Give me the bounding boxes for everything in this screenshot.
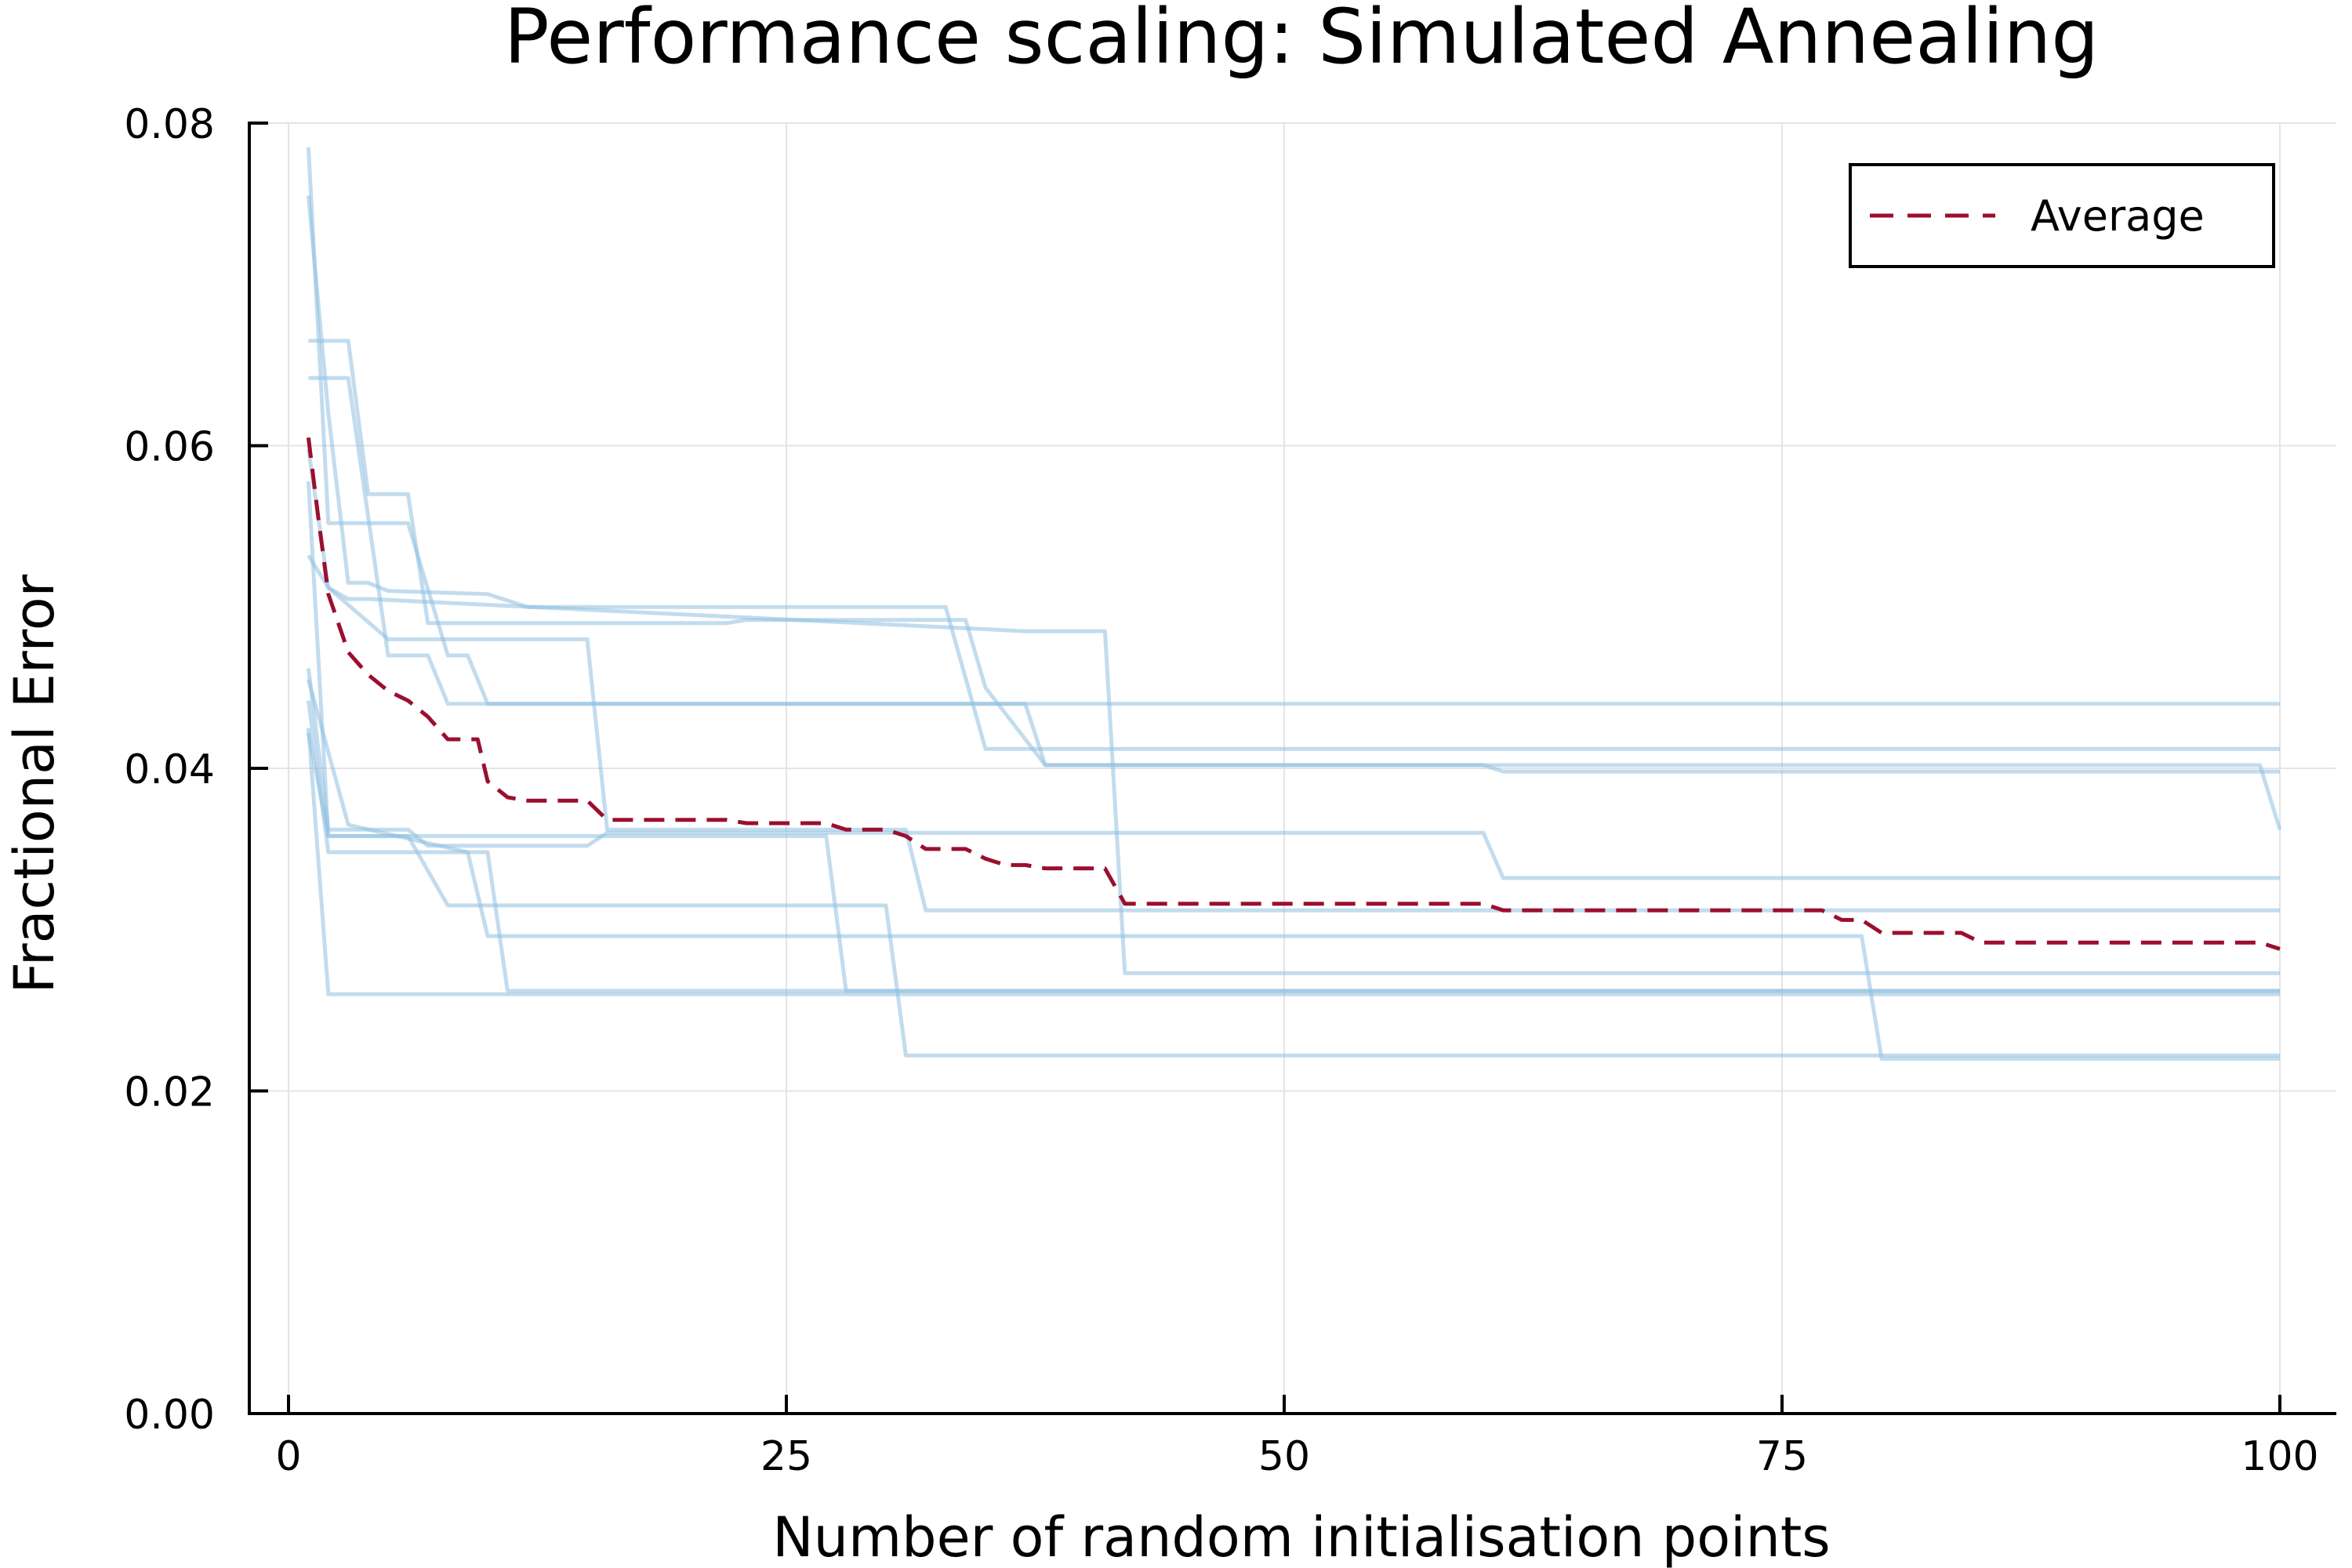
average-line — [306, 437, 2281, 951]
run-line-7 — [306, 668, 2280, 880]
x-tick-label: 50 — [1258, 1433, 1310, 1480]
y-tick-label: 0.04 — [124, 746, 215, 793]
y-tick-label: 0.06 — [124, 424, 215, 471]
legend: Average — [1849, 163, 2275, 268]
x-tick-label: 75 — [1756, 1433, 1808, 1480]
y-tick-label: 0.02 — [124, 1069, 215, 1116]
chart-title: Performance scaling: Simulated Annealing — [504, 0, 2099, 81]
x-tick-label: 0 — [275, 1433, 301, 1480]
average-series — [306, 437, 2281, 951]
x-tick-label: 100 — [2241, 1433, 2318, 1480]
tick-labels: 0 25 50 75 100 0.00 0.02 0.04 0.06 0.08 — [124, 101, 2318, 1480]
y-tick-label: 0.08 — [124, 101, 215, 148]
grid — [249, 122, 2336, 1414]
run-line-11 — [306, 700, 2280, 993]
y-axis-label: Fractional Error — [2, 574, 67, 993]
run-line-10 — [306, 728, 2280, 996]
y-tick-label: 0.00 — [124, 1392, 215, 1439]
x-tick-label: 25 — [760, 1433, 812, 1480]
run-line-6 — [307, 554, 2280, 975]
legend-label-average: Average — [2031, 191, 2205, 241]
run-line-1 — [306, 195, 2280, 751]
run-lines — [306, 147, 2282, 1061]
run-line-12 — [306, 679, 2280, 1061]
run-line-4 — [308, 376, 2282, 830]
run-line-5 — [306, 448, 2280, 913]
axes — [248, 122, 2336, 1415]
x-axis-label: Number of random initialisation points — [772, 1505, 1831, 1568]
run-line-8 — [306, 732, 2280, 1058]
run-line-3 — [308, 339, 2280, 774]
run-line-2 — [306, 147, 2280, 706]
run-line-9 — [306, 481, 2280, 993]
